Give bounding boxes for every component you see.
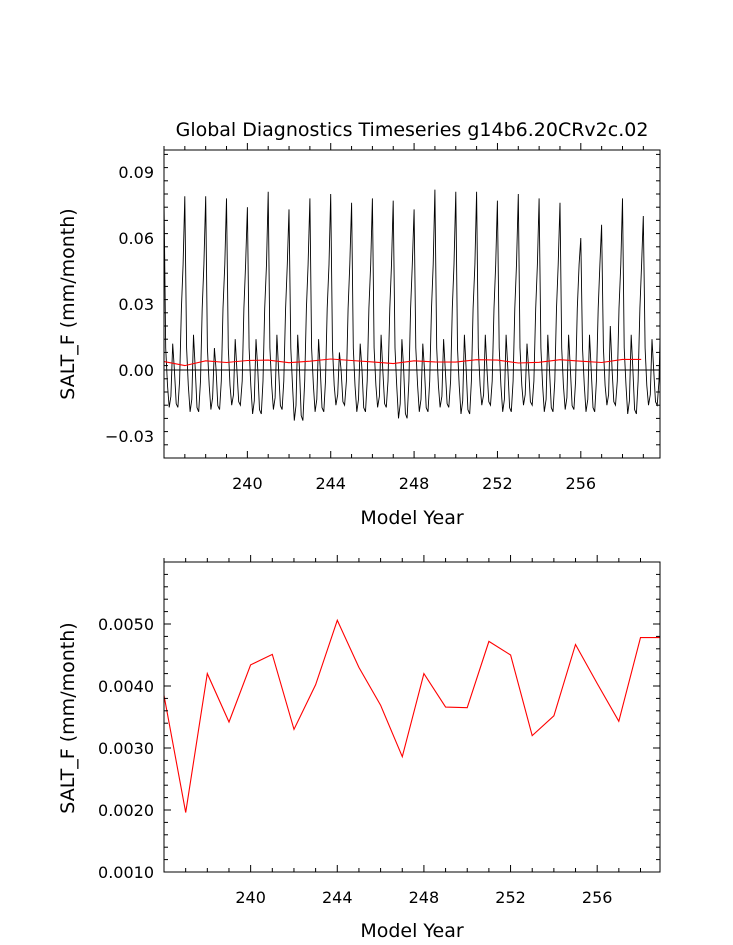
- annual-mean-line-panel-1: [164, 618, 660, 813]
- y-tick-label: −0.03: [105, 427, 154, 446]
- bottom-panel-series: [164, 618, 660, 813]
- monthly-series-line-panel-0: [164, 189, 660, 421]
- x-tick-label: 256: [582, 888, 613, 907]
- x-tick-label: 256: [566, 474, 597, 493]
- y-tick-label: 0.0010: [98, 863, 154, 882]
- bottom-panel: 240 244 248 252 256 0.0010 0.0020 0.0030 0.0040 0…: [57, 555, 661, 942]
- top-plot-frame: [163, 149, 661, 459]
- panel-1-plot-area: [164, 618, 660, 813]
- x-tick-label: 240: [235, 888, 266, 907]
- annual-mean-line-panel-0: [164, 358, 642, 367]
- top-panel-series: [164, 189, 660, 421]
- figure-title: Global Diagnostics Timeseries g14b6.20CR…: [176, 119, 649, 141]
- top-x-axis-label: Model Year: [360, 507, 464, 529]
- y-tick-label: 0.09: [118, 163, 154, 182]
- x-tick-label: 252: [482, 474, 513, 493]
- bottom-panel-ticks: 240 244 248 252 256 0.0010 0.0020 0.0030 0.0040 0…: [98, 555, 660, 907]
- top-panel: 240 244 248 252 256 −0.03 0.00 0.03 0.06 0.09 Mod…: [57, 143, 661, 529]
- x-tick-label: 244: [315, 474, 346, 493]
- x-tick-label: 252: [495, 888, 526, 907]
- x-tick-label: 248: [409, 888, 440, 907]
- x-tick-label: 244: [322, 888, 353, 907]
- bottom-plot-frame: [163, 561, 661, 873]
- y-tick-label: 0.03: [118, 295, 154, 314]
- x-tick-label: 248: [399, 474, 430, 493]
- top-y-axis-label: SALT_F (mm/month): [57, 208, 79, 399]
- y-tick-label: 0.00: [118, 361, 154, 380]
- panel-0-plot-area: [164, 189, 660, 421]
- y-tick-label: 0.06: [118, 229, 154, 248]
- y-tick-label: 0.0050: [98, 615, 154, 634]
- y-tick-label: 0.0030: [98, 739, 154, 758]
- top-panel-ticks: 240 244 248 252 256 −0.03 0.00 0.03 0.06 0.09: [105, 143, 660, 493]
- bottom-x-axis-label: Model Year: [360, 920, 464, 942]
- x-tick-label: 240: [232, 474, 263, 493]
- y-tick-label: 0.0040: [98, 677, 154, 696]
- y-tick-label: 0.0020: [98, 801, 154, 820]
- bottom-y-axis-label: SALT_F (mm/month): [57, 622, 79, 813]
